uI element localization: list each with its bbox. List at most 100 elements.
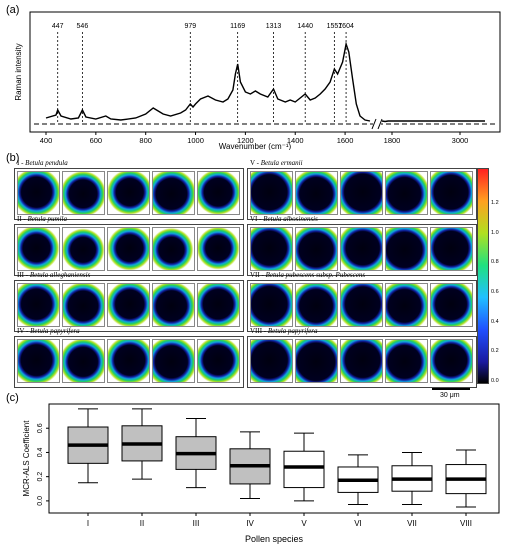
x-tick-label: 800 (139, 136, 152, 145)
species-title: III - Betula alleghaniensis (17, 271, 90, 279)
species-name: Betula albosinensis (263, 215, 318, 223)
y-tick-label: 0.4 (37, 447, 44, 457)
boxplot-frame (48, 403, 500, 514)
species-roman: III - (17, 271, 30, 279)
species-title: IV - Betula papyrifera (17, 327, 80, 335)
pollen-map-cell (250, 283, 293, 327)
x-tick-label: II (140, 519, 144, 528)
pollen-map-cell (17, 171, 60, 215)
x-tick-label: V (301, 519, 307, 528)
box-iv (229, 448, 271, 485)
panel-label-c: (c) (6, 392, 19, 404)
peak-label: 447 (52, 23, 64, 30)
panel-label-b: (b) (6, 152, 20, 164)
species-title: VII - Betula pubescens subsp. Pubescens (250, 271, 365, 279)
y-tick-label: 0.0 (37, 496, 44, 506)
species-roman: VII - (250, 271, 266, 279)
pollen-image-mosaic: I - Betula pendula II - Betula pumila III … (14, 159, 499, 399)
panel-label-a: (a) (6, 4, 20, 16)
pollen-map-cell (107, 171, 150, 215)
species-title: II - Betula pumila (17, 215, 67, 223)
pollen-map-cell (152, 283, 195, 327)
pollen-map-cell (295, 283, 338, 327)
box-iii (175, 436, 217, 470)
box-vii (391, 465, 433, 492)
pollen-map-cell (250, 171, 293, 215)
spectrum-line (45, 41, 371, 122)
colorbar-tick-label: 0.4 (491, 318, 499, 325)
pollen-map-cell (430, 227, 473, 271)
pollen-map-cell (430, 339, 473, 383)
pollen-map-cell (107, 227, 150, 271)
x-tick-label: III (193, 519, 200, 528)
pollen-map-cell (340, 283, 383, 327)
x-tick-label: 1800 (384, 136, 401, 145)
x-axis-label: Wavenumber (cm⁻¹) (219, 142, 292, 150)
pollen-map-cell (340, 171, 383, 215)
pollen-map-cell (385, 283, 428, 327)
species-name: Betula papyrifera (30, 327, 80, 335)
pollen-map-cell (250, 339, 293, 383)
peak-label: 1440 (297, 23, 313, 30)
species-name: Betula ermanii (260, 159, 303, 167)
peak-label: 1313 (266, 23, 282, 30)
spectrum-line-high (381, 120, 485, 123)
axis-break-mark (371, 118, 377, 130)
species-title: VI - Betula albosinensis (250, 215, 318, 223)
species-roman: IV - (17, 327, 31, 335)
pollen-map-cell (152, 227, 195, 271)
species-roman: VI - (250, 215, 264, 223)
y-axis-label: Raman intensity (14, 43, 23, 100)
pollen-map-cell (152, 171, 195, 215)
colorbar-tick-label: 1.0 (491, 229, 499, 236)
pollen-map-cell (340, 339, 383, 383)
pollen-map-cell (340, 227, 383, 271)
peak-label: 979 (184, 23, 196, 30)
colorbar-tick-label: 0.2 (491, 348, 499, 355)
x-tick-label: 1200 (237, 136, 254, 145)
x-tick-label: 1600 (337, 136, 354, 145)
x-tick-label: 1000 (187, 136, 204, 145)
pollen-map-cell (430, 283, 473, 327)
x-tick-label: 3000 (452, 136, 469, 145)
pollen-map-cell (295, 171, 338, 215)
x-tick-label: 400 (40, 136, 53, 145)
pollen-map-cell (62, 227, 105, 271)
species-title: V - Betula ermanii (250, 159, 303, 167)
x-tick-label: 600 (90, 136, 103, 145)
pollen-map-cell (385, 339, 428, 383)
pollen-map-cell (17, 283, 60, 327)
y-tick-label: 0.2 (37, 472, 44, 482)
species-title: I - Betula pendula (17, 159, 68, 167)
species-roman: VIII - (250, 327, 268, 335)
y-axis-label: MCR-ALS Coefficient (22, 420, 31, 497)
pollen-map-cell (107, 339, 150, 383)
pollen-map-cell (295, 227, 338, 271)
x-tick-label: VIII (460, 519, 472, 528)
pollen-map-cell (197, 339, 240, 383)
pollen-map-cell (295, 339, 338, 383)
box-viii (445, 464, 487, 495)
y-tick-label: 0.6 (37, 423, 44, 433)
species-title: VIII - Betula papyrifera (250, 327, 317, 335)
pollen-map-cell (250, 227, 293, 271)
species-name: Betula pendula (25, 159, 68, 167)
colorbar-tick-label: 1.2 (491, 200, 499, 206)
species-name: Betula pumila (27, 215, 67, 223)
species-name: Betula alleghaniensis (29, 271, 91, 279)
pollen-map-cell (197, 227, 240, 271)
x-tick-label: 1400 (287, 136, 304, 145)
pollen-map-cell (385, 171, 428, 215)
pollen-map-cell (17, 227, 60, 271)
plot-frame (29, 11, 501, 133)
x-tick-label: VII (407, 519, 417, 528)
pollen-map-cell (385, 227, 428, 271)
species-roman: II - (17, 215, 28, 223)
colorbar-tick-label: 0.8 (491, 259, 499, 266)
species-name: Betula papyrifera (267, 327, 318, 335)
pollen-map-cell (152, 339, 195, 383)
x-tick-label: IV (246, 519, 254, 528)
colorbar-tick-label: 0.0 (491, 378, 499, 384)
box-v (283, 450, 325, 489)
